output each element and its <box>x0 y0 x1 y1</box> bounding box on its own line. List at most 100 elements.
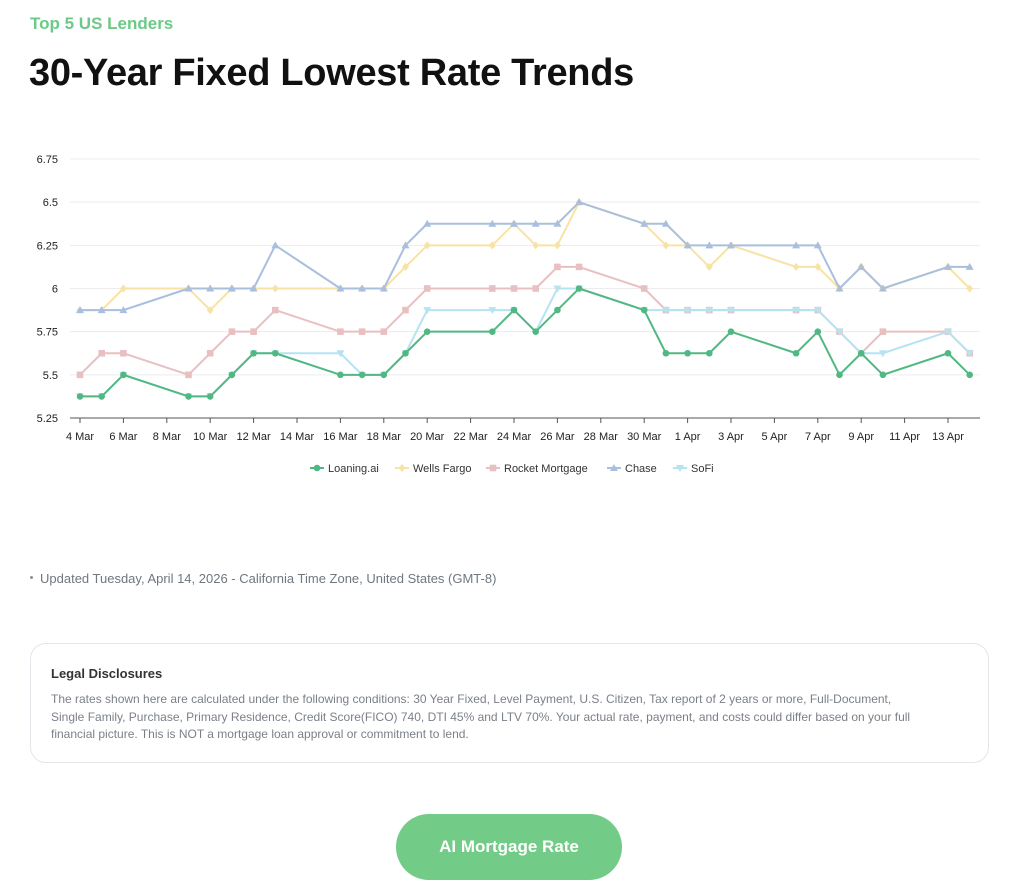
data-point-rocket-mortgage <box>206 349 214 357</box>
data-point-loaning-ai <box>836 371 843 379</box>
y-tick-label: 6.75 <box>37 154 58 166</box>
data-point-loaning-ai <box>206 393 214 400</box>
data-point-rocket-mortgage <box>554 263 561 271</box>
data-point-rocket-mortgage <box>185 371 192 379</box>
data-point-sofi <box>683 307 692 315</box>
x-tick-label: 6 Mar <box>109 431 137 443</box>
data-point-rocket-mortgage <box>575 263 583 271</box>
data-point-chase <box>119 306 128 314</box>
data-point-chase <box>835 284 844 292</box>
legend-marker-icon <box>610 464 618 471</box>
data-point-sofi <box>965 350 974 358</box>
data-point-loaning-ai <box>532 328 539 335</box>
data-point-chase <box>640 219 649 227</box>
data-point-chase <box>727 241 735 249</box>
data-point-loaning-ai <box>120 371 127 379</box>
legal-title: Legal Disclosures <box>51 666 163 681</box>
x-tick-label: 22 Mar <box>453 431 488 443</box>
data-point-chase <box>965 262 974 270</box>
data-point-rocket-mortgage <box>358 328 366 335</box>
data-point-loaning-ai <box>423 328 431 335</box>
data-point-loaning-ai <box>272 349 279 357</box>
data-point-chase <box>683 241 692 249</box>
data-point-wells-fargo <box>271 284 279 293</box>
series-chase <box>76 198 974 314</box>
legend-label: Wells Fargo <box>413 463 471 475</box>
bullet-dot-icon <box>30 576 33 580</box>
legend-item-wells-fargo: Wells Fargo <box>395 463 471 475</box>
legend-item-rocket-mortgage: Rocket Mortgage <box>486 463 588 475</box>
x-tick-label: 13 Apr <box>932 431 964 443</box>
series-line-sofi <box>80 287 971 398</box>
data-point-sofi <box>705 307 714 315</box>
data-point-chase <box>944 262 952 270</box>
data-point-chase <box>813 241 822 249</box>
data-point-rocket-mortgage <box>98 349 105 357</box>
x-tick-label: 30 Mar <box>627 431 662 443</box>
legal-disclosures-card: Legal Disclosures The rates shown here a… <box>30 643 989 763</box>
data-point-sofi <box>835 328 844 336</box>
data-point-loaning-ai <box>380 371 388 379</box>
data-point-chase <box>705 241 714 249</box>
x-tick-label: 16 Mar <box>323 431 358 443</box>
data-point-rocket-mortgage <box>250 328 257 335</box>
data-point-rocket-mortgage <box>532 285 539 292</box>
data-point-chase <box>531 219 540 227</box>
data-point-sofi <box>944 328 952 336</box>
updated-text: Updated Tuesday, April 14, 2026 - Califo… <box>40 571 497 586</box>
x-tick-label: 4 Mar <box>66 431 94 443</box>
data-point-rocket-mortgage <box>272 306 279 314</box>
data-point-loaning-ai <box>358 371 366 379</box>
data-point-sofi <box>661 307 670 315</box>
data-point-loaning-ai <box>228 371 236 379</box>
x-tick-label: 3 Apr <box>718 431 744 443</box>
y-tick-label: 5.75 <box>37 327 58 339</box>
series-sofi <box>76 285 974 401</box>
data-point-sofi <box>488 307 497 315</box>
data-point-chase <box>488 219 497 227</box>
data-point-chase <box>227 284 236 292</box>
ai-mortgage-rate-button[interactable]: AI Mortgage Rate <box>396 814 622 880</box>
legal-text: The rates shown here are calculated unde… <box>51 691 968 744</box>
x-tick-label: 9 Apr <box>848 431 874 443</box>
data-point-chase <box>575 198 584 206</box>
data-point-wells-fargo <box>553 241 561 250</box>
x-tick-label: 12 Mar <box>236 431 271 443</box>
data-point-sofi <box>792 307 801 315</box>
x-tick-label: 28 Mar <box>584 431 619 443</box>
y-tick-label: 6.5 <box>43 197 58 209</box>
x-tick-label: 24 Mar <box>497 431 532 443</box>
rate-trend-chart: 5.25 5.5 5.75 6 6.25 6.5 6.75 4 Mar 6 Mar 8 Mar 10… <box>37 154 980 475</box>
axis-layer: 5.25 5.5 5.75 6 6.25 6.5 6.75 4 Mar 6 Mar 8 Mar 10… <box>37 154 980 443</box>
data-point-loaning-ai <box>706 349 713 357</box>
legend-marker-icon <box>313 464 321 472</box>
series-layer <box>76 198 974 401</box>
legend-item-sofi: SoFi <box>673 463 714 475</box>
data-point-rocket-mortgage <box>640 285 648 292</box>
data-point-rocket-mortgage <box>879 328 887 335</box>
data-point-loaning-ai <box>879 371 887 379</box>
legend-label: Loaning.ai <box>328 463 379 475</box>
x-tick-label: 1 Apr <box>675 431 701 443</box>
series-line-wells-fargo <box>80 201 971 312</box>
legend-label: Chase <box>625 463 657 475</box>
legend-marker-icon <box>489 464 497 472</box>
x-tick-label: 11 Apr <box>889 431 920 443</box>
data-point-chase <box>358 284 367 292</box>
data-point-loaning-ai <box>684 349 691 357</box>
data-point-chase <box>661 219 670 227</box>
data-point-loaning-ai <box>857 349 865 357</box>
data-point-loaning-ai <box>76 393 84 400</box>
data-point-loaning-ai <box>662 349 670 357</box>
data-point-rocket-mortgage <box>120 349 127 357</box>
legal-line: financial picture. This is NOT a mortgag… <box>51 727 469 741</box>
x-tick-label: 14 Mar <box>280 431 315 443</box>
data-point-chase <box>97 306 106 314</box>
legend-layer: Loaning.ai Wells Fargo Rocket Mortgage Chas… <box>310 463 714 475</box>
legend-marker-icon <box>676 465 684 472</box>
data-point-chase <box>336 284 345 292</box>
data-point-chase <box>271 241 280 249</box>
data-point-rocket-mortgage <box>510 285 518 292</box>
data-point-sofi <box>813 307 822 315</box>
data-point-loaning-ai <box>640 306 648 314</box>
